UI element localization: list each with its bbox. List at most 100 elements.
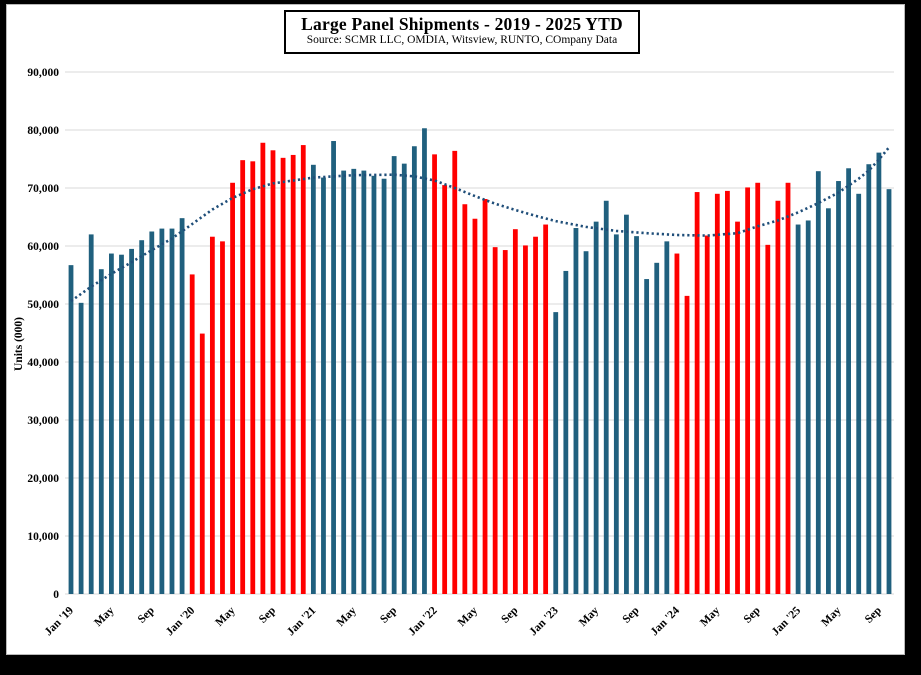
bar-2021 (411, 146, 417, 595)
y-axis-title: Units (000) (13, 317, 25, 371)
chart-title: Large Panel Shipments - 2019 - 2025 YTD (301, 14, 623, 34)
bar-2025 (886, 189, 892, 594)
trendline (70, 146, 891, 303)
y-tick-label: 20,000 (27, 473, 59, 485)
bar-2022 (533, 236, 538, 594)
x-tick-label: May (92, 604, 116, 628)
bar-2022 (472, 218, 478, 595)
bar-2022 (432, 154, 437, 595)
y-tick-label: 10,000 (27, 531, 59, 543)
y-tick-label: 60,000 (27, 241, 59, 253)
x-tick-label: Sep (499, 605, 520, 626)
y-tick-label: 70,000 (27, 183, 59, 195)
bar-2024 (785, 182, 791, 594)
bar-2022 (523, 245, 528, 595)
bar-2019 (149, 231, 155, 594)
bar-2025 (856, 193, 862, 595)
bar-2024 (775, 200, 781, 594)
x-tick-label: Sep (742, 605, 763, 626)
bar-2023 (573, 228, 579, 594)
x-tick-label: May (213, 604, 237, 628)
x-tick-label: Sep (863, 605, 884, 626)
y-tick-label: 30,000 (27, 415, 59, 427)
bar-2025 (846, 168, 851, 594)
x-tick-label: Jan '20 (164, 604, 198, 638)
bar-2025 (836, 181, 841, 595)
y-tick-label: 80,000 (27, 125, 59, 137)
bar-2024 (714, 193, 720, 595)
x-tick-label: Jan '24 (648, 604, 682, 638)
bar-2022 (462, 204, 468, 595)
x-tick-label: May (819, 604, 843, 628)
bar-2021 (381, 178, 387, 594)
bar-2023 (654, 262, 660, 594)
bar-2021 (401, 163, 407, 594)
bar-2023 (553, 312, 559, 594)
bar-2023 (583, 251, 589, 594)
bar-2025 (876, 152, 882, 594)
x-tick-label: Jan '25 (770, 604, 804, 638)
bar-2023 (664, 241, 670, 595)
bar-2021 (351, 168, 357, 595)
bar-2025 (795, 224, 801, 595)
x-tick-label: Sep (136, 605, 157, 626)
bar-2020 (240, 160, 246, 594)
bar-2021 (361, 170, 367, 594)
bar-2019 (179, 218, 185, 594)
x-tick-label: Sep (621, 605, 642, 626)
x-tick-label: Jan '23 (527, 604, 561, 638)
bar-2021 (341, 170, 347, 594)
bar-2021 (331, 141, 336, 594)
bar-2023 (644, 279, 650, 594)
bar-2019 (169, 228, 175, 594)
chart-panel: 0 10,000 20,000 30,000 40,000 50,000 60,000 70,… (6, 4, 905, 655)
bar-2019 (139, 240, 145, 594)
bar-2022 (482, 199, 488, 594)
y-tick-label: 90,000 (27, 67, 59, 79)
bar-2019 (119, 254, 124, 594)
bar-2020 (270, 150, 276, 595)
bar-2020 (280, 157, 286, 594)
bar-2019 (68, 265, 74, 594)
bar-2021 (371, 175, 377, 594)
bar-2019 (159, 228, 165, 594)
bar-2020 (189, 274, 195, 594)
bar-2022 (452, 150, 458, 594)
bar-2023 (634, 236, 639, 594)
bar-2020 (199, 333, 205, 594)
x-tick-label: Jan '22 (406, 604, 440, 638)
bar-2019 (78, 302, 84, 594)
x-tick-label: May (577, 604, 601, 628)
bar-2020 (220, 241, 225, 595)
chart-source: Source: SCMR LLC, OMDIA, Witsview, RUNTO… (306, 34, 618, 47)
bar-2024 (725, 190, 730, 594)
bar-2020 (300, 145, 306, 594)
x-tick-label: Jan '21 (285, 604, 319, 638)
bar-2024 (694, 192, 700, 594)
bar-2024 (765, 244, 771, 594)
bar-2023 (603, 200, 609, 594)
bar-2023 (563, 270, 569, 594)
bar-2023 (624, 214, 629, 594)
bar-2019 (88, 234, 94, 594)
bar-2024 (745, 187, 751, 595)
bar-2022 (543, 224, 549, 595)
bar-2020 (230, 182, 235, 594)
bar-2022 (502, 250, 508, 594)
bar-2020 (250, 161, 256, 594)
bar-2025 (866, 164, 872, 594)
y-tick-label: 40,000 (27, 357, 59, 369)
bar-2024 (735, 221, 740, 594)
x-tick-label: May (335, 604, 359, 628)
bar-2021 (422, 128, 427, 594)
bar-2019 (129, 248, 134, 594)
y-tick-label: 50,000 (27, 299, 59, 311)
x-tick-label: Sep (257, 605, 278, 626)
bar-2021 (310, 164, 316, 595)
x-tick-label: Jan '19 (43, 604, 77, 638)
bar-2022 (442, 185, 448, 594)
x-tick-label: May (456, 604, 480, 628)
bar-2024 (684, 295, 690, 594)
bar-2023 (593, 221, 599, 594)
